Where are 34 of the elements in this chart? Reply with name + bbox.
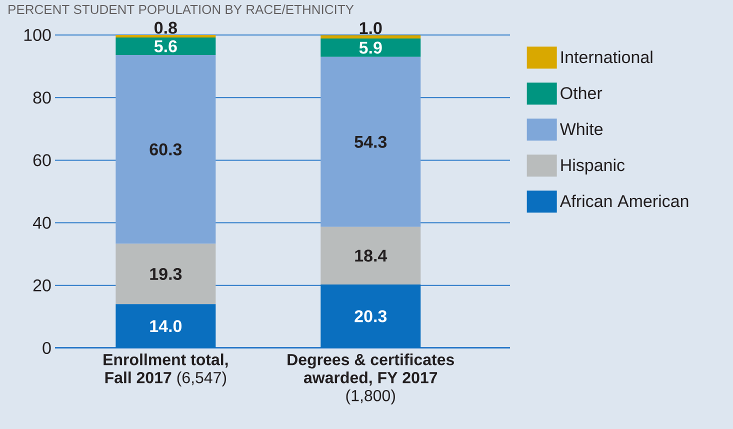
legend-label: African American <box>560 194 688 208</box>
x-tick-label: Degrees & certificates awarded, FY 2017 (1,800) <box>288 354 454 404</box>
y-tick-label: 60 <box>33 154 51 166</box>
y-tick-label: 80 <box>33 92 51 104</box>
bar <box>320 38 421 57</box>
y-tick-label: 100 <box>24 28 51 42</box>
data-label: 20.3 <box>354 310 387 322</box>
data-label: 19.3 <box>150 268 182 280</box>
data-label: 5.6 <box>154 40 177 52</box>
data-label: 18.4 <box>355 250 388 262</box>
bar <box>320 284 421 348</box>
data-label: 54.3 <box>354 136 387 148</box>
bar <box>116 55 216 244</box>
legend-label: White <box>560 122 603 136</box>
data-label: 14.0 <box>150 320 182 332</box>
y-tick-label: 20 <box>33 279 51 292</box>
bar <box>116 304 216 348</box>
data-label: 1.0 <box>360 22 382 34</box>
legend-label: Hispanic <box>561 158 625 175</box>
data-label: 60.3 <box>150 143 182 156</box>
data-label: 5.9 <box>359 42 382 54</box>
chart-title: PERCENT STUDENT POPULATION BY RACE/ETHNICITY <box>8 4 354 14</box>
bar <box>116 244 216 304</box>
y-tick-label: 0 <box>42 342 51 354</box>
bar <box>320 35 421 38</box>
y-tick-label: 40 <box>32 216 51 229</box>
bar <box>116 35 216 38</box>
bar <box>320 226 421 284</box>
legend-label: International <box>561 50 652 64</box>
bar <box>116 38 216 56</box>
x-tick-label: Enrollment total, Fall 2017 (6,547) <box>104 354 228 386</box>
bar <box>320 56 421 227</box>
data-label: 0.8 <box>154 22 177 34</box>
legend-label: Other <box>560 86 602 100</box>
